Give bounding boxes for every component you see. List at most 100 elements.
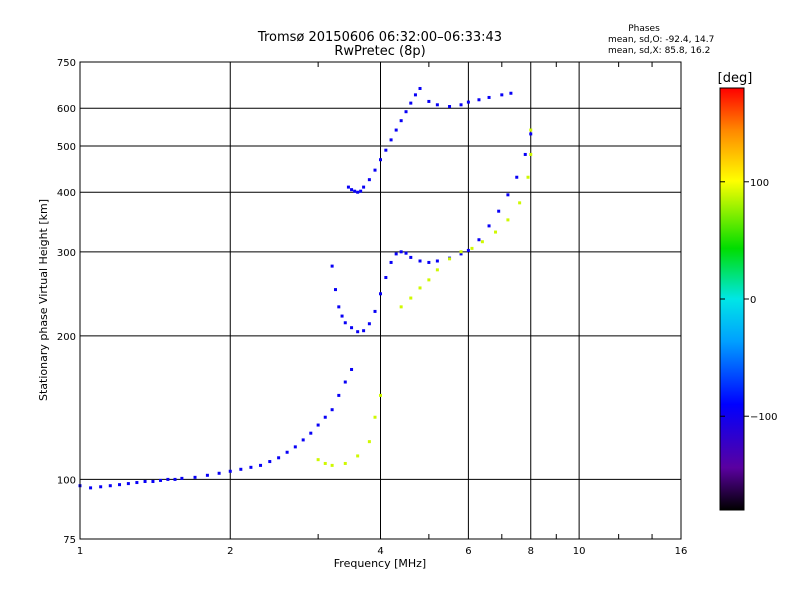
data-point [418, 86, 422, 90]
data-point [379, 393, 382, 397]
data-point [118, 483, 122, 487]
data-point [340, 314, 344, 318]
y-tick-label: 200 [57, 332, 76, 343]
data-point [330, 408, 334, 412]
x-tick-label: 1 [77, 546, 83, 557]
data-point [506, 218, 510, 222]
data-point [409, 255, 413, 259]
y-tick-label: 600 [57, 104, 76, 115]
x-tick-label: 2 [227, 546, 233, 557]
y-tick-label: 500 [57, 142, 76, 153]
data-point [343, 380, 347, 384]
data-point [166, 477, 170, 481]
data-point [404, 251, 408, 255]
data-point [353, 189, 357, 193]
data-point [367, 440, 371, 444]
data-point [350, 188, 354, 192]
data-point [518, 201, 522, 205]
data-point [323, 461, 327, 465]
data-point [217, 471, 221, 475]
data-point [448, 105, 452, 109]
x-tick-label: 4 [377, 546, 383, 557]
data-point [466, 100, 470, 104]
data-point [506, 193, 510, 197]
data-point [418, 259, 422, 263]
chart-subtitle: RwPretec (8p) [334, 44, 425, 59]
data-point [135, 481, 139, 485]
data-point [316, 423, 320, 427]
data-point [259, 463, 263, 467]
y-tick-label: 100 [57, 475, 76, 486]
chart-title: Tromsø 20150606 06:32:00–06:33:43 [257, 30, 502, 45]
data-point [394, 252, 398, 256]
data-point [394, 128, 398, 132]
data-point [126, 482, 130, 486]
data-point [523, 152, 527, 156]
data-point [529, 132, 533, 136]
colorbar-tick-label: −100 [750, 412, 777, 423]
y-axis-ticks: 75 100 200 300 400 500 600 750 [57, 58, 76, 546]
data-point [494, 230, 498, 234]
data-point [435, 268, 439, 272]
data-point [346, 185, 350, 189]
data-point [323, 415, 327, 419]
x-axis-ticks: 1 2 4 6 8 10 16 [77, 62, 688, 557]
data-point [418, 286, 422, 290]
data-point [333, 288, 337, 292]
plot-frame [79, 61, 682, 540]
y-tick-label: 300 [57, 248, 76, 259]
data-point [435, 259, 439, 263]
data-point [448, 257, 452, 261]
data-point [359, 189, 363, 193]
stats-x-line: mean, sd,X: 85.8, 16.2 [608, 46, 710, 56]
data-point [362, 185, 366, 189]
data-point [89, 486, 93, 490]
data-point [477, 238, 481, 242]
data-point [515, 175, 519, 179]
data-point [379, 158, 382, 162]
x-tick-label: 8 [528, 546, 534, 557]
data-point [330, 463, 334, 467]
data-point [228, 469, 232, 473]
data-point [459, 250, 463, 254]
y-tick-label: 400 [57, 188, 76, 199]
data-point [529, 128, 533, 132]
x-tick-label: 10 [573, 546, 586, 557]
data-point [384, 276, 388, 280]
x-tick-label: 6 [465, 546, 471, 557]
data-point [309, 431, 313, 435]
data-point [379, 292, 382, 296]
data-point [268, 460, 272, 464]
data-point [99, 485, 103, 489]
data-point [526, 175, 530, 179]
x-axis-label: Frequency [MHz] [334, 557, 426, 570]
data-point [389, 138, 393, 142]
data-point [249, 465, 253, 469]
data-point [409, 296, 413, 300]
data-point [180, 476, 184, 480]
data-point [487, 224, 491, 228]
data-point [356, 454, 360, 458]
data-point [399, 250, 403, 254]
colorbar-tick-label: 0 [750, 295, 756, 306]
data-point [285, 450, 289, 454]
data-point [480, 240, 484, 244]
data-point [373, 415, 377, 419]
data-point [343, 321, 347, 325]
data-points [78, 86, 533, 490]
data-point [409, 101, 413, 105]
data-point [399, 305, 403, 309]
data-point [143, 479, 147, 483]
data-point [509, 91, 513, 95]
data-point [373, 309, 377, 313]
colorbar-ticks: 100 0 −100 [720, 178, 777, 423]
data-point [356, 190, 360, 194]
data-point [399, 119, 403, 123]
x-tick-label: 16 [675, 546, 688, 557]
data-point [529, 152, 533, 156]
y-tick-label: 75 [63, 535, 76, 546]
data-point [367, 178, 371, 182]
data-point [459, 103, 463, 107]
data-point [384, 148, 388, 152]
data-point [277, 456, 281, 460]
